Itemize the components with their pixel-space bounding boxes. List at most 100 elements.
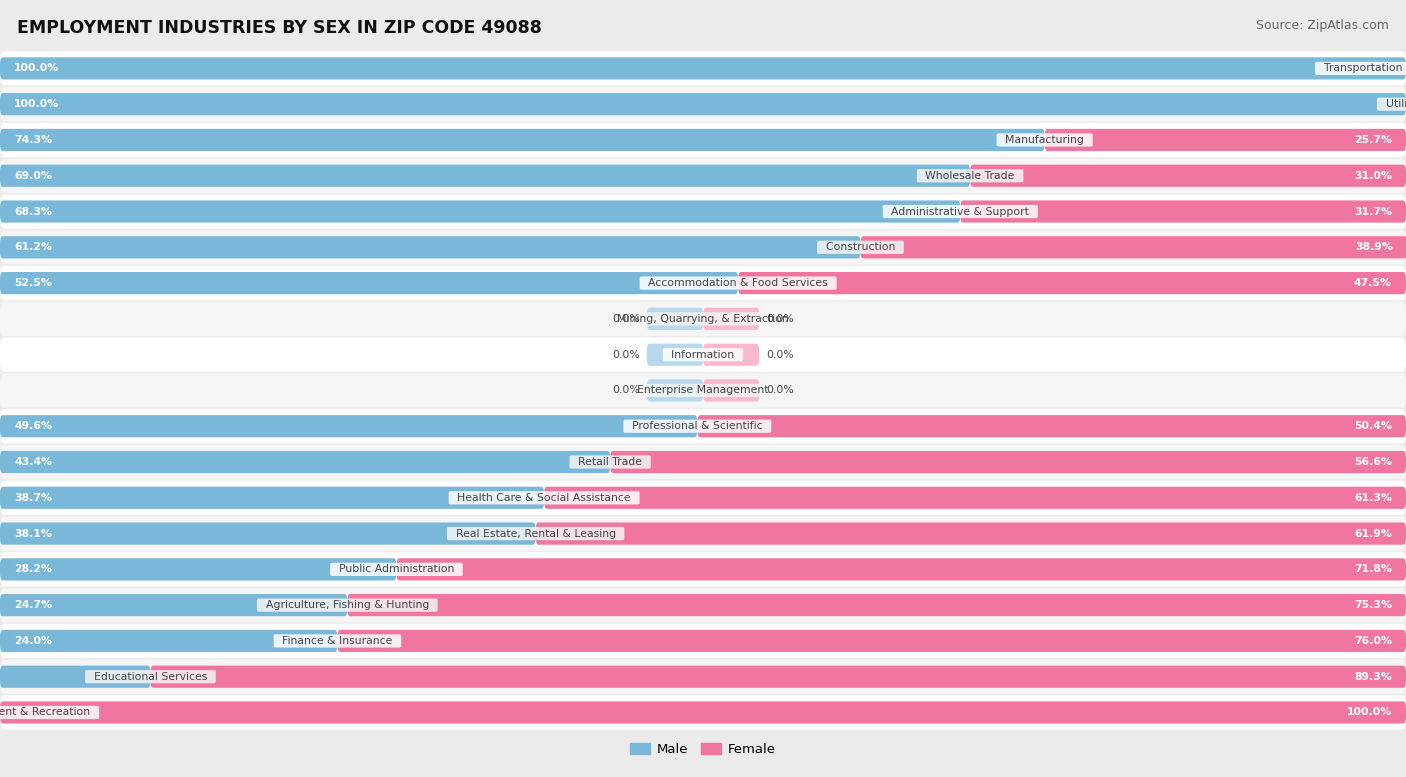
Text: Finance & Insurance: Finance & Insurance (276, 636, 399, 646)
Text: Real Estate, Rental & Leasing: Real Estate, Rental & Leasing (449, 528, 623, 538)
FancyBboxPatch shape (647, 379, 703, 402)
Text: 52.5%: 52.5% (14, 278, 52, 288)
FancyBboxPatch shape (337, 630, 1406, 652)
FancyBboxPatch shape (0, 301, 1406, 336)
FancyBboxPatch shape (150, 666, 1406, 688)
FancyBboxPatch shape (1045, 129, 1406, 151)
Text: 43.4%: 43.4% (14, 457, 52, 467)
Text: 31.7%: 31.7% (1354, 207, 1392, 217)
FancyBboxPatch shape (0, 660, 1406, 694)
Text: 100.0%: 100.0% (1347, 708, 1392, 717)
FancyBboxPatch shape (0, 451, 610, 473)
FancyBboxPatch shape (0, 481, 1406, 515)
FancyBboxPatch shape (0, 630, 337, 652)
Text: Agriculture, Fishing & Hunting: Agriculture, Fishing & Hunting (259, 600, 436, 610)
Text: Professional & Scientific: Professional & Scientific (626, 421, 769, 431)
FancyBboxPatch shape (0, 558, 396, 580)
FancyBboxPatch shape (0, 486, 544, 509)
FancyBboxPatch shape (0, 594, 347, 616)
FancyBboxPatch shape (0, 517, 1406, 551)
FancyBboxPatch shape (0, 194, 1406, 228)
FancyBboxPatch shape (0, 702, 1406, 723)
Legend: Male, Female: Male, Female (626, 737, 780, 761)
FancyBboxPatch shape (703, 308, 759, 330)
Text: 100.0%: 100.0% (14, 99, 59, 110)
FancyBboxPatch shape (536, 522, 1406, 545)
Text: 76.0%: 76.0% (1354, 636, 1392, 646)
FancyBboxPatch shape (0, 236, 860, 259)
Text: 38.9%: 38.9% (1355, 242, 1393, 253)
FancyBboxPatch shape (0, 588, 1406, 622)
FancyBboxPatch shape (0, 409, 1406, 444)
Text: 56.6%: 56.6% (1354, 457, 1392, 467)
Text: EMPLOYMENT INDUSTRIES BY SEX IN ZIP CODE 49088: EMPLOYMENT INDUSTRIES BY SEX IN ZIP CODE… (17, 19, 541, 37)
Text: 38.7%: 38.7% (14, 493, 52, 503)
FancyBboxPatch shape (0, 159, 1406, 193)
FancyBboxPatch shape (0, 200, 960, 223)
Text: Accommodation & Food Services: Accommodation & Food Services (641, 278, 835, 288)
FancyBboxPatch shape (647, 308, 703, 330)
Text: 75.3%: 75.3% (1354, 600, 1392, 610)
Text: 50.4%: 50.4% (1354, 421, 1392, 431)
FancyBboxPatch shape (970, 165, 1406, 186)
FancyBboxPatch shape (0, 552, 1406, 587)
FancyBboxPatch shape (0, 522, 536, 545)
Text: 0.0%: 0.0% (766, 350, 794, 360)
Text: Information: Information (665, 350, 741, 360)
FancyBboxPatch shape (0, 373, 1406, 408)
Text: Arts, Entertainment & Recreation: Arts, Entertainment & Recreation (0, 708, 97, 717)
FancyBboxPatch shape (647, 343, 703, 366)
FancyBboxPatch shape (0, 695, 1406, 730)
FancyBboxPatch shape (0, 272, 738, 294)
Text: Retail Trade: Retail Trade (571, 457, 650, 467)
Text: 24.0%: 24.0% (14, 636, 52, 646)
Text: Administrative & Support: Administrative & Support (884, 207, 1036, 217)
Text: Construction: Construction (818, 242, 903, 253)
Text: 0.0%: 0.0% (612, 350, 640, 360)
Text: 0.0%: 0.0% (612, 314, 640, 324)
FancyBboxPatch shape (0, 57, 1406, 79)
FancyBboxPatch shape (697, 415, 1406, 437)
Text: Enterprise Management: Enterprise Management (630, 385, 776, 395)
Text: 61.2%: 61.2% (14, 242, 52, 253)
FancyBboxPatch shape (0, 123, 1406, 157)
FancyBboxPatch shape (0, 87, 1406, 121)
FancyBboxPatch shape (0, 666, 150, 688)
FancyBboxPatch shape (860, 236, 1406, 259)
Text: Source: ZipAtlas.com: Source: ZipAtlas.com (1256, 19, 1389, 33)
FancyBboxPatch shape (544, 486, 1406, 509)
Text: 71.8%: 71.8% (1354, 564, 1392, 574)
FancyBboxPatch shape (0, 129, 1045, 151)
Text: Manufacturing: Manufacturing (998, 135, 1091, 145)
Text: Utilities: Utilities (1378, 99, 1406, 110)
FancyBboxPatch shape (0, 266, 1406, 300)
FancyBboxPatch shape (0, 230, 1406, 264)
Text: 100.0%: 100.0% (14, 64, 59, 73)
Text: 74.3%: 74.3% (14, 135, 52, 145)
Text: 89.3%: 89.3% (1354, 671, 1392, 681)
FancyBboxPatch shape (0, 624, 1406, 658)
FancyBboxPatch shape (347, 594, 1406, 616)
Text: 0.0%: 0.0% (766, 314, 794, 324)
Text: 24.7%: 24.7% (14, 600, 52, 610)
FancyBboxPatch shape (738, 272, 1406, 294)
FancyBboxPatch shape (0, 444, 1406, 479)
Text: Transportation & Warehousing: Transportation & Warehousing (1317, 64, 1406, 73)
Text: 47.5%: 47.5% (1354, 278, 1392, 288)
Text: 0.0%: 0.0% (766, 385, 794, 395)
Text: 68.3%: 68.3% (14, 207, 52, 217)
Text: Health Care & Social Assistance: Health Care & Social Assistance (450, 493, 638, 503)
FancyBboxPatch shape (610, 451, 1406, 473)
FancyBboxPatch shape (960, 200, 1406, 223)
Text: 61.3%: 61.3% (1354, 493, 1392, 503)
Text: Educational Services: Educational Services (87, 671, 214, 681)
Text: 28.2%: 28.2% (14, 564, 52, 574)
Text: 0.0%: 0.0% (612, 385, 640, 395)
FancyBboxPatch shape (0, 51, 1406, 85)
FancyBboxPatch shape (0, 337, 1406, 372)
FancyBboxPatch shape (703, 343, 759, 366)
Text: 25.7%: 25.7% (1354, 135, 1392, 145)
Text: Public Administration: Public Administration (332, 564, 461, 574)
FancyBboxPatch shape (0, 165, 970, 186)
Text: 31.0%: 31.0% (1354, 171, 1392, 181)
